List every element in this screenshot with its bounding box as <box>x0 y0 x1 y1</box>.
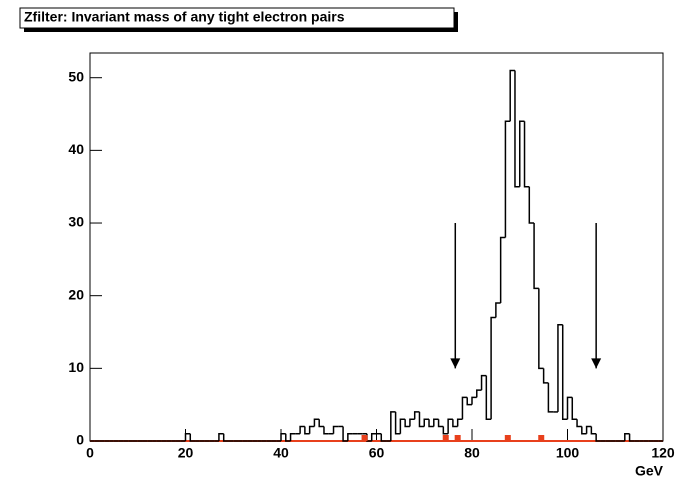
y-tick-label: 0 <box>76 432 84 448</box>
histogram-bin <box>342 426 348 442</box>
x-axis-label: GeV <box>635 463 664 479</box>
y-tick-label: 50 <box>68 68 84 84</box>
histogram-bin <box>480 374 487 391</box>
histogram-bin <box>313 418 320 427</box>
histogram-bin <box>628 433 635 442</box>
histogram-bin <box>624 432 630 441</box>
histogram-bin <box>289 432 296 441</box>
histogram-bin <box>394 411 401 435</box>
histogram-bin <box>547 382 554 413</box>
title-box <box>19 7 455 29</box>
chart-title: Zfilter: Invariant mass of any tight ele… <box>24 9 345 25</box>
histogram-bin <box>509 69 515 122</box>
histogram-bin <box>542 368 549 384</box>
histogram-bin <box>380 433 387 442</box>
histogram-bin <box>485 375 492 420</box>
histogram-bin <box>280 432 286 441</box>
histogram-bin <box>528 186 535 224</box>
histogram-bin <box>323 426 329 435</box>
histogram-bin <box>433 418 439 427</box>
histogram-bin <box>423 418 430 427</box>
histogram-bin <box>299 425 305 434</box>
histogram-bin <box>585 425 592 434</box>
histogram-bin <box>466 397 472 406</box>
marker <box>361 435 368 441</box>
histogram-bin <box>404 419 410 428</box>
y-tick-label: 10 <box>68 359 84 375</box>
y-tick-label: 40 <box>68 141 84 157</box>
marker <box>454 435 461 441</box>
histogram-bin <box>370 432 377 441</box>
histogram-bin <box>595 433 601 442</box>
marker <box>538 435 545 441</box>
arrow-head <box>450 358 461 369</box>
histogram-bin <box>533 223 539 290</box>
histogram-bin <box>409 418 415 427</box>
histogram-bin <box>476 389 482 398</box>
histogram-bin <box>495 302 501 318</box>
x-tick-label: 60 <box>369 445 385 461</box>
marker <box>442 435 449 441</box>
histogram-bin <box>437 419 444 428</box>
plot-frame <box>89 52 664 442</box>
histogram-bin <box>490 316 496 420</box>
histogram-bin <box>461 396 468 420</box>
histogram-bin <box>590 426 597 435</box>
histogram-bin <box>514 70 520 188</box>
histogram-bin <box>581 426 587 435</box>
x-tick-label: 40 <box>273 445 289 461</box>
x-tick-label: 20 <box>178 445 194 461</box>
histogram-bin <box>519 120 525 187</box>
y-tick-label: 30 <box>68 214 84 230</box>
histogram-bin <box>399 418 406 434</box>
histogram-bin <box>413 411 420 420</box>
histogram-bin <box>471 396 477 405</box>
x-tick-label: 100 <box>556 445 580 461</box>
histogram-bin <box>308 425 315 434</box>
histogram-bin <box>452 419 458 428</box>
histogram-bin <box>332 425 339 434</box>
histogram-bin <box>390 411 396 441</box>
histogram-bin <box>285 433 291 442</box>
histogram-bin <box>523 121 530 188</box>
histogram-bin <box>499 236 506 303</box>
histogram-bin <box>184 432 191 441</box>
x-tick-label: 80 <box>464 445 480 461</box>
histogram-bin <box>447 418 453 434</box>
histogram-bin <box>557 323 563 412</box>
histogram-bin <box>504 120 511 238</box>
histogram-bin <box>566 396 573 420</box>
arrow-head <box>591 358 602 369</box>
histogram-bin <box>318 419 324 428</box>
histogram-bin <box>538 288 544 370</box>
histogram-bin <box>571 397 578 420</box>
x-tick-label: 120 <box>651 445 675 461</box>
y-tick-label: 20 <box>68 286 84 302</box>
histogram-bin <box>576 419 582 428</box>
histogram-bin <box>456 418 463 427</box>
histogram-bin <box>189 433 196 442</box>
marker <box>504 435 511 441</box>
histogram-bin <box>347 432 353 441</box>
histogram-bin <box>218 432 224 441</box>
histogram-bin <box>304 426 310 435</box>
x-tick-label: 0 <box>86 445 94 461</box>
histogram-bin <box>418 411 425 428</box>
histogram-bin <box>428 419 434 428</box>
histogram-bin <box>222 433 229 442</box>
histogram-bin <box>442 426 449 435</box>
histogram-bin <box>561 324 568 420</box>
